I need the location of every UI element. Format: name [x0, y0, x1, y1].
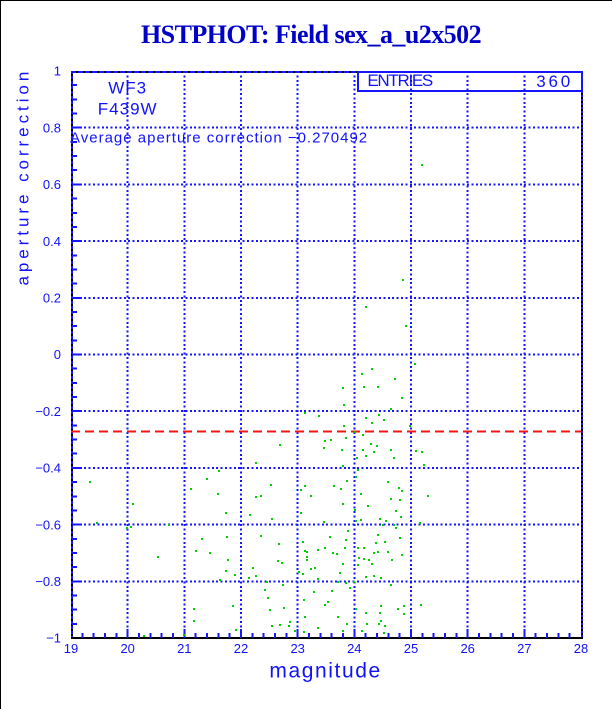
svg-text:22: 22 [234, 641, 248, 656]
svg-text:1: 1 [54, 64, 61, 79]
svg-text:20: 20 [120, 641, 134, 656]
svg-text:0: 0 [54, 347, 61, 362]
svg-text:19: 19 [64, 641, 78, 656]
svg-text:ENTRIES: ENTRIES [367, 71, 433, 90]
svg-text:28: 28 [574, 641, 588, 656]
svg-text:25: 25 [404, 641, 418, 656]
svg-text:0.4: 0.4 [43, 234, 61, 249]
svg-text:26: 26 [460, 641, 474, 656]
svg-text:360: 360 [536, 72, 573, 91]
svg-text:24: 24 [347, 641, 361, 656]
svg-text:−0.2: −0.2 [35, 404, 61, 419]
svg-text:−0.6: −0.6 [35, 517, 61, 532]
svg-text:21: 21 [177, 641, 191, 656]
svg-text:−0.4: −0.4 [35, 461, 61, 476]
svg-text:Average aperture correction −0: Average aperture correction −0.270492 [70, 130, 368, 147]
svg-text:−1: −1 [46, 631, 61, 646]
svg-text:−0.8: −0.8 [35, 574, 61, 589]
svg-text:aperture correction: aperture correction [14, 68, 33, 286]
svg-text:magnitude: magnitude [269, 660, 381, 683]
svg-text:0.8: 0.8 [43, 120, 61, 135]
svg-text:F439W: F439W [98, 100, 158, 119]
svg-text:0.2: 0.2 [43, 291, 61, 306]
svg-text:23: 23 [290, 641, 304, 656]
svg-text:27: 27 [517, 641, 531, 656]
svg-text:WF3: WF3 [108, 79, 147, 98]
svg-text:0.6: 0.6 [43, 177, 61, 192]
